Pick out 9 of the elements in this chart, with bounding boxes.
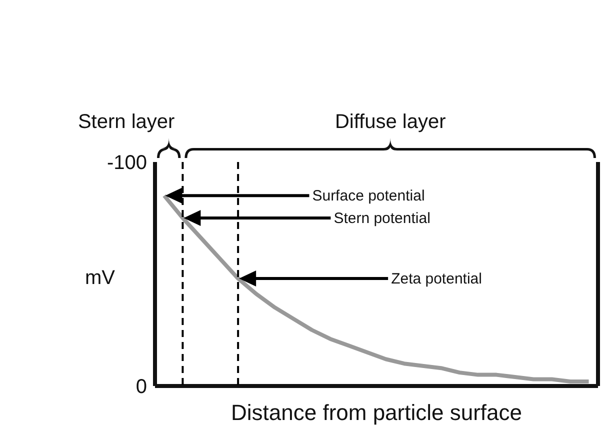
x-axis-title: Distance from particle surface	[231, 400, 522, 425]
annotation: Stern potential	[334, 210, 430, 227]
text: Diffuse layer	[334, 111, 446, 133]
y-axis-title: mV	[85, 267, 116, 289]
text: Stern layer	[78, 111, 176, 133]
y-tick-label: 0	[136, 376, 147, 398]
y-tick-label: -100	[106, 152, 147, 174]
annotation: Surface potential	[312, 188, 425, 205]
annotation: Zeta potential	[391, 270, 482, 288]
